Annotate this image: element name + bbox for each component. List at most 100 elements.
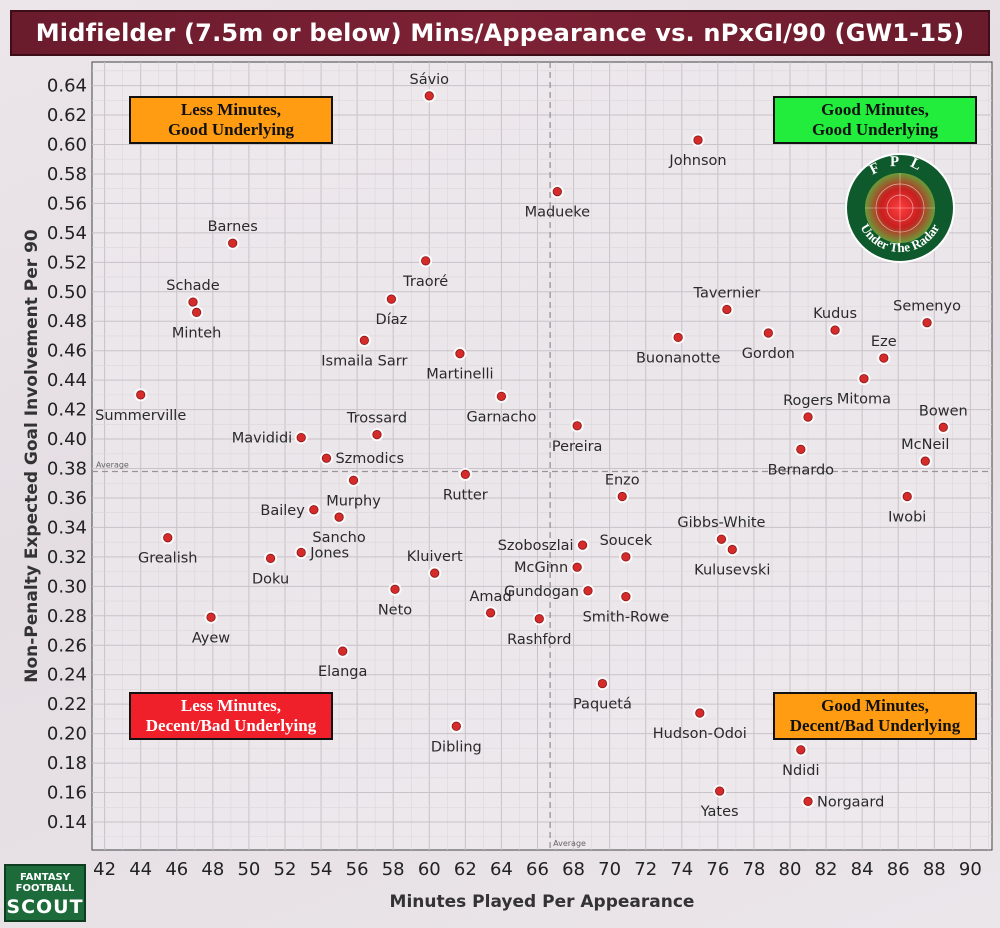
data-point (192, 307, 202, 317)
data-point-label: Rutter (443, 487, 488, 503)
data-point (722, 304, 732, 315)
data-point (136, 390, 146, 400)
data-point (695, 708, 705, 718)
y-tick-label: 0.58 (47, 164, 87, 185)
data-point (188, 297, 198, 307)
y-tick-label: 0.60 (47, 134, 87, 155)
data-point (796, 444, 806, 454)
data-point-label: Traoré (402, 274, 448, 290)
data-point-label: Grealish (138, 551, 198, 567)
data-point (334, 512, 344, 522)
data-point-label: Murphy (326, 493, 381, 509)
data-point-label: Kulusevski (694, 563, 770, 579)
x-tick-label: 88 (923, 859, 946, 880)
data-point (879, 353, 889, 363)
data-point (902, 491, 912, 502)
data-point (460, 469, 470, 480)
x-tick-label: 46 (165, 859, 188, 880)
data-point (621, 592, 631, 602)
x-tick-label: 76 (706, 859, 729, 880)
x-tick-label: 62 (454, 859, 477, 880)
data-point (803, 412, 813, 422)
x-tick-label: 64 (490, 859, 513, 880)
y-tick-label: 0.22 (47, 694, 87, 715)
data-point (386, 294, 396, 304)
data-point (265, 553, 276, 563)
x-tick-label: 56 (346, 859, 369, 880)
x-tick-label: 50 (237, 859, 260, 880)
data-point (859, 374, 869, 384)
quadrant-text-bottom-right: Good Minutes, Decent/Bad Underlying (789, 696, 961, 735)
data-point-label: Doku (252, 571, 289, 587)
data-point-label: Buonanotte (636, 350, 721, 366)
data-point (321, 453, 332, 463)
data-point (621, 552, 631, 562)
data-point (228, 238, 238, 248)
x-tick-label: 54 (310, 859, 333, 880)
quadrant-text-top-left: Less Minutes, Good Underlying (167, 100, 295, 139)
data-point (920, 456, 930, 466)
x-tick-label: 86 (887, 859, 910, 880)
data-point (796, 745, 806, 755)
data-point-label: Gordon (742, 346, 795, 362)
data-point (716, 534, 727, 544)
data-point (455, 349, 465, 359)
data-point (572, 421, 582, 431)
y-tick-label: 0.62 (47, 105, 87, 126)
data-point-label: Soucek (600, 533, 653, 549)
y-axis-title: Non-Penalty Expected Goal Involvement Pe… (22, 229, 42, 683)
data-point-label: Madueke (525, 205, 591, 221)
data-point (693, 135, 703, 145)
data-point-label: McNeil (901, 437, 949, 453)
data-point (673, 332, 683, 343)
quadrant-text-top-right: Good Minutes, Good Underlying (811, 100, 939, 139)
data-point (430, 568, 440, 578)
x-tick-label: 70 (598, 859, 621, 880)
data-point-label: Dibling (431, 739, 482, 755)
data-point-label: Tavernier (693, 285, 761, 301)
data-point-label: Eze (871, 334, 897, 350)
y-tick-label: 0.52 (47, 252, 87, 273)
data-point (390, 584, 400, 594)
data-point-label: Trossard (346, 411, 407, 427)
y-tick-label: 0.28 (47, 606, 87, 627)
x-tick-label: 82 (815, 859, 838, 880)
data-point (617, 491, 627, 502)
y-tick-label: 0.54 (47, 223, 87, 244)
y-tick-label: 0.18 (47, 753, 87, 774)
y-tick-label: 0.16 (47, 783, 87, 804)
data-point (534, 614, 544, 624)
data-point-label: Kudus (813, 306, 857, 322)
data-point-label: Ndidi (782, 763, 819, 779)
data-point-label: Paquetá (573, 697, 632, 713)
data-point-label: Gibbs-White (677, 515, 765, 531)
data-point-label: Barnes (208, 219, 258, 235)
data-point-label: Gundogan (504, 584, 579, 600)
y-tick-label: 0.26 (47, 635, 87, 656)
y-tick-label: 0.64 (47, 76, 87, 97)
data-point-label: Neto (378, 602, 412, 618)
data-point-label: Hudson-Odoi (653, 726, 747, 742)
y-tick-label: 0.34 (47, 517, 87, 538)
data-point (451, 721, 461, 731)
data-point (296, 432, 306, 443)
title-bar: Midfielder (7.5m or below) Mins/Appearan… (10, 10, 990, 56)
fantasy-football-scout-logo: FANTASY FOOTBALL SCOUT (4, 864, 86, 922)
data-point (206, 612, 216, 622)
data-point (163, 533, 173, 543)
data-point-label: Ismaila Sarr (321, 353, 407, 369)
y-tick-label: 0.46 (47, 341, 87, 362)
x-axis-title: Minutes Played Per Appearance (390, 892, 695, 912)
data-point-label: Semenyo (893, 299, 961, 315)
data-point-label: Sancho (312, 530, 365, 546)
y-tick-label: 0.42 (47, 400, 87, 421)
data-point-label: Martinelli (426, 367, 493, 383)
data-point (309, 505, 319, 515)
data-point (803, 796, 813, 806)
data-point-label: Minteh (172, 325, 222, 341)
data-point (338, 646, 348, 656)
data-point-label: Rashford (507, 632, 571, 648)
data-point (348, 475, 359, 485)
y-tick-label: 0.48 (47, 311, 87, 332)
x-tick-label: 90 (959, 859, 982, 880)
